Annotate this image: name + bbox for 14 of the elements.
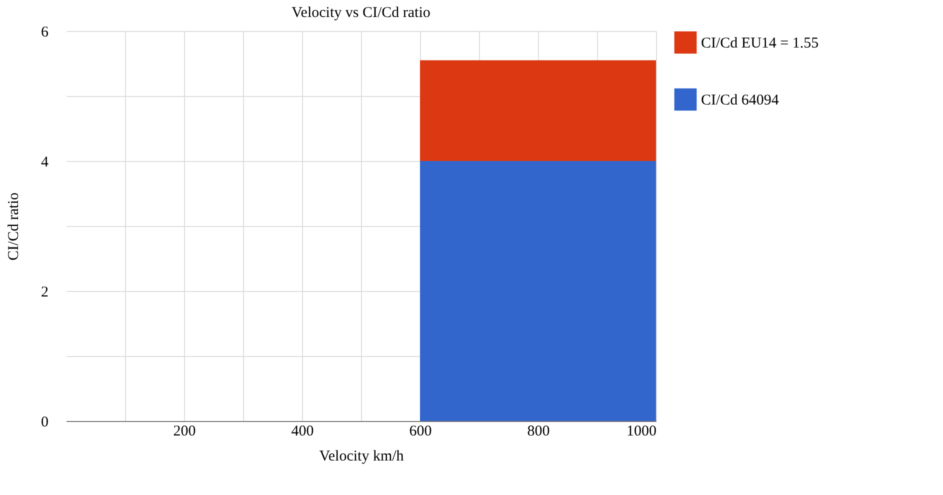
y-tick-label: 2 — [41, 284, 48, 300]
y-tick-label: 0 — [41, 414, 48, 430]
x-tick-label: 600 — [409, 424, 432, 440]
chart-title: Velocity vs CI/Cd ratio — [292, 5, 430, 21]
y-axis-title: CI/Cd ratio — [6, 192, 22, 260]
x-tick-label: 200 — [173, 424, 196, 440]
y-tick-label: 6 — [41, 24, 49, 40]
legend-label: CI/Cd EU14 = 1.55 — [701, 36, 819, 52]
x-axis-title: Velocity km/h — [319, 448, 404, 464]
y-tick-label: 4 — [41, 154, 49, 170]
legend-label: CI/Cd 64094 — [701, 92, 780, 108]
x-tick-label: 1000 — [626, 424, 656, 440]
x-tick-label: 800 — [527, 424, 550, 440]
x-tick-label: 400 — [291, 424, 314, 440]
